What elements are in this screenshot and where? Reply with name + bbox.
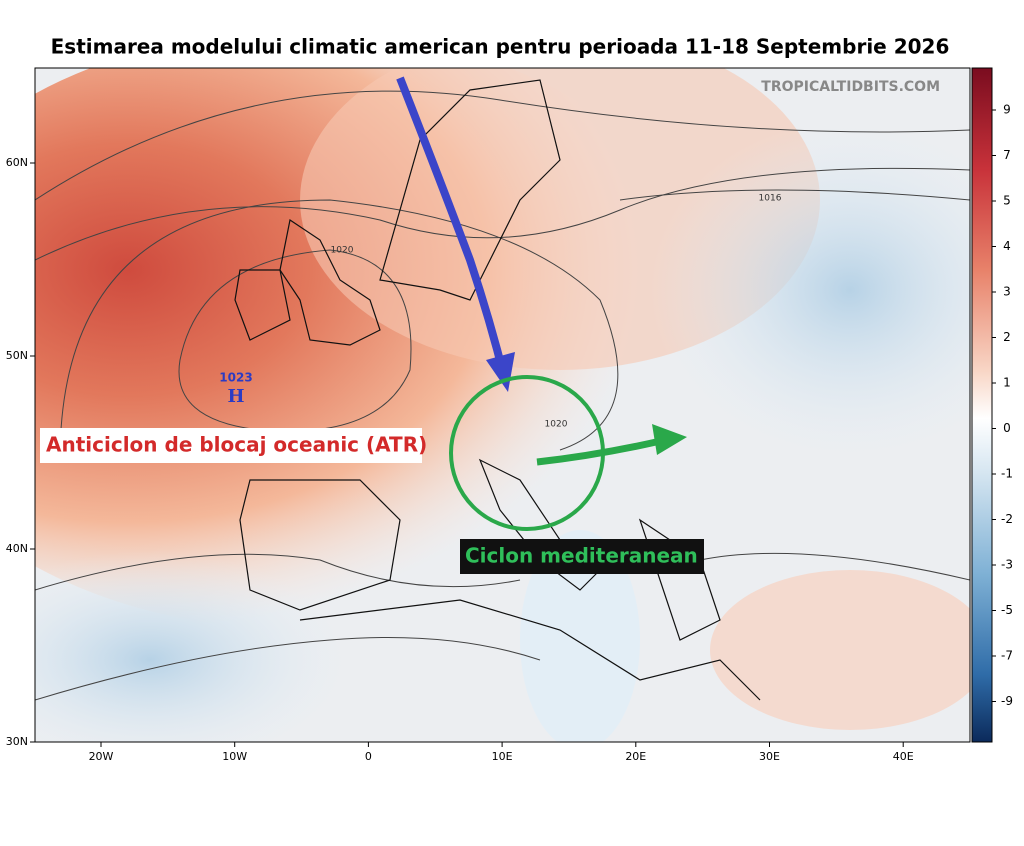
latitude-axis: 60N 50N 40N 30N bbox=[6, 156, 35, 748]
colorbar-label: -1 bbox=[1001, 467, 1013, 481]
colorbar-labels: 9 7 5 4 3 2 1 0 -1 -2 -3 -5 -7 -9 bbox=[992, 103, 1013, 708]
lon-label: 0 bbox=[365, 750, 372, 763]
colorbar-label: 2 bbox=[1003, 330, 1011, 344]
annotation: Ciclon mediteranean bbox=[465, 544, 698, 568]
colorbar-label: 3 bbox=[1003, 285, 1011, 299]
coastlines bbox=[234, 79, 761, 701]
green-arrow bbox=[536, 436, 666, 466]
lon-label: 10W bbox=[222, 750, 247, 763]
colorbar-label: 5 bbox=[1003, 194, 1011, 208]
colorbar-label: -2 bbox=[1001, 512, 1013, 526]
colorbar-label: 0 bbox=[1003, 421, 1011, 435]
lat-label: 60N bbox=[6, 156, 28, 169]
colorbar-label: -9 bbox=[1001, 694, 1013, 708]
annotation-box bbox=[460, 539, 704, 574]
contour-label: 1020 bbox=[545, 420, 568, 430]
pressure-symbol: H bbox=[227, 386, 244, 407]
contour-label: 1020 bbox=[331, 246, 354, 256]
colorbar-label: 4 bbox=[1003, 239, 1011, 253]
lon-label: 20W bbox=[89, 750, 114, 763]
lon-label: 40E bbox=[893, 750, 914, 763]
pressure-value: 1023 bbox=[219, 371, 252, 385]
colorbar-label: 1 bbox=[1003, 376, 1011, 390]
blue-arrow bbox=[396, 76, 509, 381]
green-arrowhead bbox=[652, 424, 687, 455]
lon-label: 20E bbox=[625, 750, 646, 763]
colorbar-label: -3 bbox=[1001, 558, 1013, 572]
longitude-axis: 20W 10W 0 10E 20E 30E 40E bbox=[89, 742, 914, 763]
blue-arrowhead bbox=[486, 352, 515, 392]
annotation: Anticiclon de blocaj oceanic (ATR) bbox=[46, 433, 427, 457]
colorbar-label: -5 bbox=[1001, 603, 1013, 617]
map: TROPICALTIDBITS.COM 1020 1016 1020 1023 … bbox=[35, 68, 970, 742]
lon-label: 10E bbox=[492, 750, 513, 763]
title: Estimarea modelului climatic american pe… bbox=[51, 35, 950, 59]
watermark: TROPICALTIDBITS.COM bbox=[761, 79, 940, 95]
lat-label: 40N bbox=[6, 542, 28, 555]
lat-label: 50N bbox=[6, 349, 28, 362]
lat-label: 30N bbox=[6, 735, 28, 748]
contour-label: 1016 bbox=[759, 194, 782, 204]
colorbar-label: -7 bbox=[1001, 649, 1013, 663]
colorbar-label: 7 bbox=[1003, 148, 1011, 162]
colorbar-label: 9 bbox=[1003, 103, 1011, 117]
lon-label: 30E bbox=[759, 750, 780, 763]
annotation-box bbox=[40, 428, 422, 463]
colorbar bbox=[971, 67, 993, 743]
